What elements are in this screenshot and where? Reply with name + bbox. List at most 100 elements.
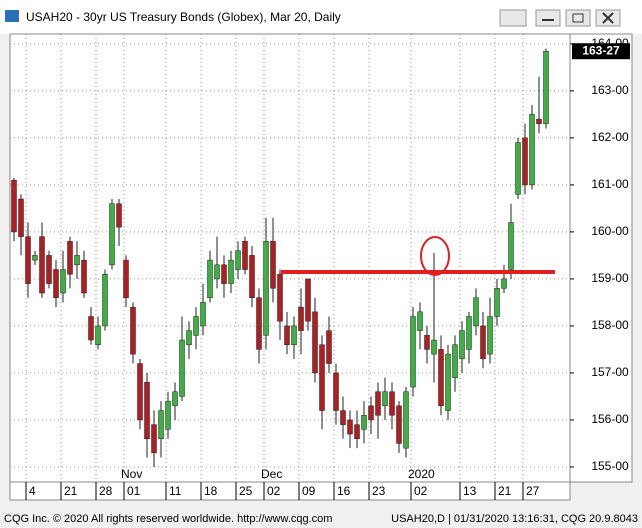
candle-body: [361, 414, 367, 430]
y-tick-label: 161-00: [591, 177, 629, 191]
period-label: 2020: [408, 467, 435, 481]
candle-body: [88, 316, 94, 341]
x-tick-label: 01: [127, 484, 141, 498]
candle-body: [11, 179, 17, 233]
candle-body: [445, 353, 451, 411]
candle-body: [284, 325, 290, 345]
x-tick-label: 13: [463, 484, 477, 498]
candle-body: [39, 236, 45, 294]
close-glyph: [602, 12, 614, 24]
candle-body: [298, 306, 304, 331]
candle-body: [319, 344, 325, 411]
candle-body: [452, 344, 458, 378]
x-tick-label: 21: [64, 484, 78, 498]
candle-body: [193, 316, 199, 336]
candle-body: [123, 259, 129, 298]
last-price-label: 163-27: [582, 43, 620, 57]
x-tick-label: 23: [372, 484, 386, 498]
candle-body: [508, 222, 514, 270]
candle-body: [438, 349, 444, 407]
candle-body: [186, 330, 192, 345]
candle-body: [67, 241, 73, 275]
candle-body: [130, 306, 136, 355]
x-tick-label: 4: [29, 484, 36, 498]
candle-body: [354, 424, 360, 440]
candle-body: [18, 198, 24, 237]
candle-body: [207, 259, 213, 298]
x-tick-label: 02: [267, 484, 281, 498]
candle-body: [487, 316, 493, 355]
candle-body: [151, 424, 157, 454]
candle-body: [410, 316, 416, 388]
candle-body: [200, 302, 206, 327]
candle-body: [466, 316, 472, 350]
app-icon: [5, 10, 19, 22]
candle-body: [536, 118, 542, 125]
restore-glyph: [572, 13, 584, 23]
candle-body: [515, 142, 521, 195]
candle-body: [249, 255, 255, 298]
x-tick-label: 27: [526, 484, 540, 498]
candle-body: [46, 255, 52, 284]
x-tick-label: 28: [99, 484, 113, 498]
candle-body: [375, 391, 381, 416]
x-tick-label: 25: [239, 484, 253, 498]
candle-body: [459, 330, 465, 360]
plot-area: [9, 33, 571, 483]
y-tick-label: 160-00: [591, 224, 629, 238]
y-tick-label: 157-00: [591, 365, 629, 379]
candle-body: [543, 50, 549, 125]
candle-body: [179, 339, 185, 397]
x-tick-label: 11: [169, 484, 182, 498]
candle-body: [480, 325, 486, 360]
candle-body: [158, 410, 164, 440]
x-tick-label: 02: [414, 484, 428, 498]
candle-body: [74, 255, 80, 266]
candle-body: [81, 259, 87, 294]
footer-right: USAH20,D | 01/31/2020 13:16:31, CQG 20.9…: [391, 513, 638, 525]
candle-body: [501, 278, 507, 289]
candle-body: [144, 382, 150, 440]
candle-body: [277, 273, 283, 322]
candle-body: [60, 269, 66, 294]
candle-body: [95, 325, 101, 345]
candle-body: [256, 297, 262, 350]
x-tick-label: 09: [302, 484, 316, 498]
candle-body: [228, 259, 234, 284]
candle-body: [473, 297, 479, 327]
minimize-button[interactable]: [535, 9, 561, 27]
x-tick-label: 18: [204, 484, 218, 498]
candle-body: [396, 405, 402, 444]
price-axis: [569, 33, 633, 483]
candle-body: [389, 391, 395, 416]
candle-body: [424, 335, 430, 350]
candle-body: [529, 114, 535, 186]
candle-body: [403, 391, 409, 449]
candle-body: [116, 203, 122, 228]
candle-body: [109, 203, 115, 266]
candle-body: [32, 255, 38, 261]
period-label: Dec: [261, 467, 282, 481]
y-tick-label: 155-00: [591, 459, 629, 473]
candle-body: [242, 241, 248, 270]
candle-body: [382, 391, 388, 407]
y-tick-label: 162-00: [591, 130, 629, 144]
title-bar: [0, 0, 642, 34]
footer-left: CQG Inc. © 2020 All rights reserved worl…: [4, 513, 332, 525]
candle-body: [347, 419, 353, 435]
x-tick-label: 21: [498, 484, 512, 498]
link-button[interactable]: [499, 9, 527, 27]
candle-body: [291, 325, 297, 345]
candle-body: [214, 264, 220, 280]
highlight-circle: [420, 236, 450, 276]
candle-body: [305, 278, 311, 322]
period-label: Nov: [121, 467, 142, 481]
candle-body: [53, 269, 59, 298]
restore-button[interactable]: [565, 9, 591, 27]
candle-body: [431, 339, 437, 355]
candle-body: [221, 264, 227, 284]
candle-body: [368, 405, 374, 421]
candle-body: [137, 363, 143, 421]
candle-body: [417, 311, 423, 331]
